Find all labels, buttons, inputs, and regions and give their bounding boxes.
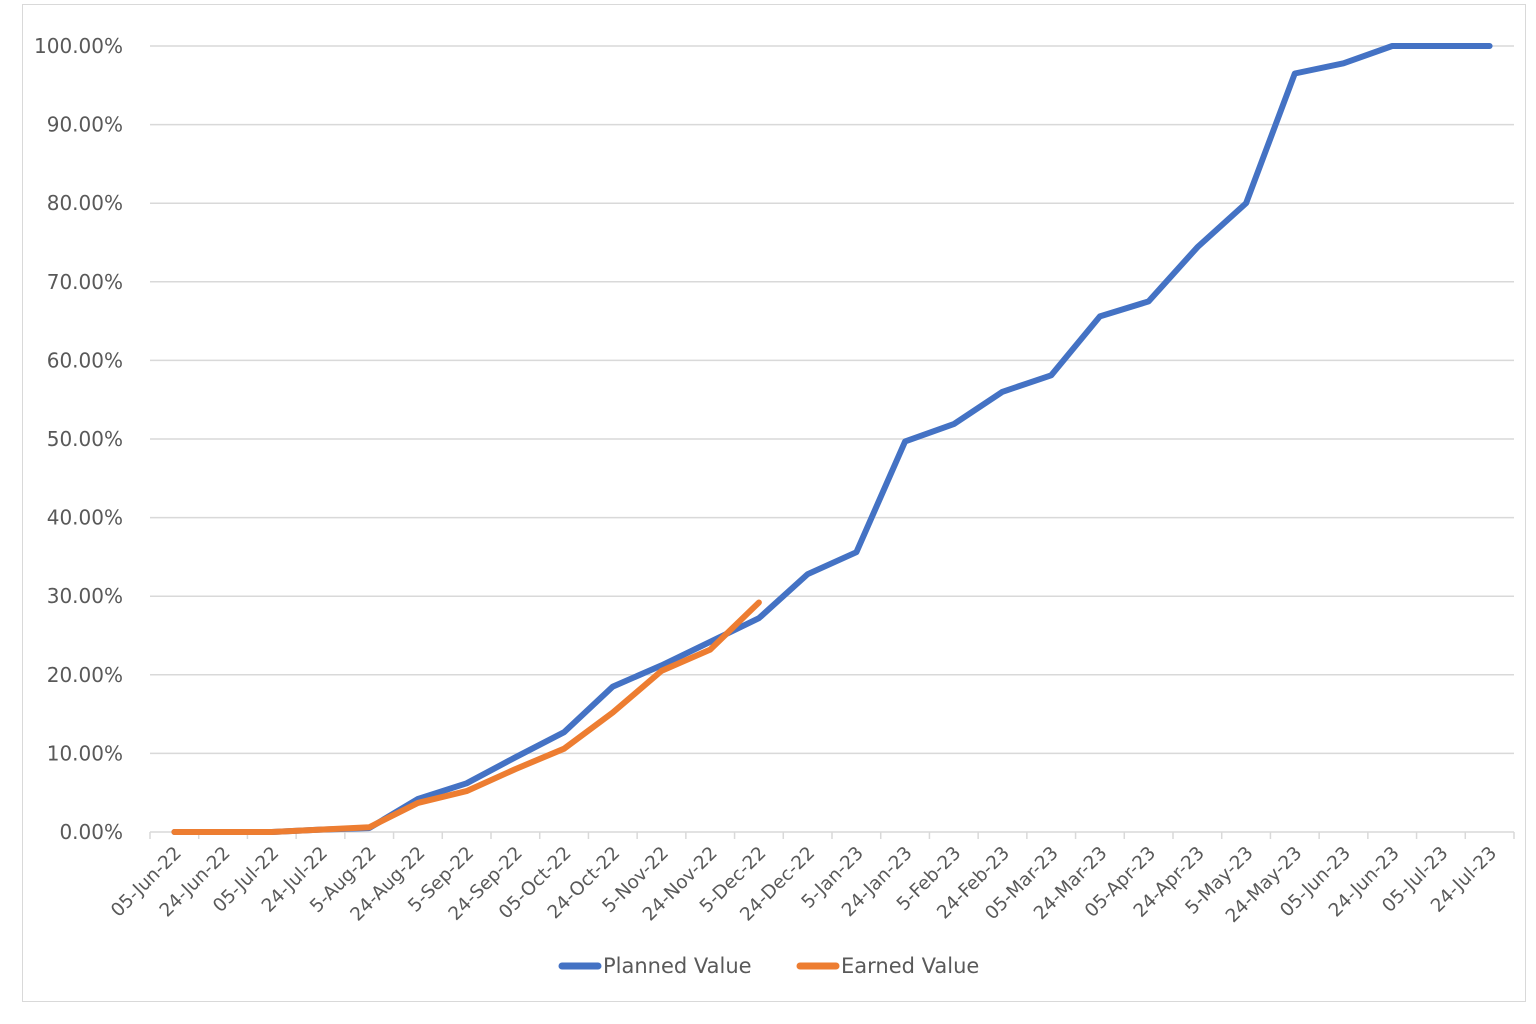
- y-axis: 0.00% 10.00% 20.00% 30.00% 40.00% 50.00% 60.00…: [34, 34, 123, 844]
- chart-frame: [22, 4, 1526, 1002]
- y-tick-label: 90.00%: [47, 113, 123, 137]
- y-tick-label: 60.00%: [47, 348, 123, 372]
- gridlines: [150, 45, 1514, 755]
- y-tick-label: 0.00%: [59, 820, 123, 844]
- y-tick-label: 100.00%: [34, 34, 123, 58]
- y-tick-label: 10.00%: [47, 741, 123, 765]
- y-tick-label: 70.00%: [47, 270, 123, 294]
- x-axis: 05-Jun-2224-Jun-2205-Jul-2224-Jul-225-Au…: [107, 831, 1515, 927]
- legend-label-planned: Planned Value: [603, 954, 752, 978]
- y-tick-label: 50.00%: [47, 427, 123, 451]
- legend: Planned Value Earned Value: [558, 954, 979, 978]
- y-tick-label: 20.00%: [47, 663, 123, 687]
- y-tick-label: 30.00%: [47, 584, 123, 608]
- y-tick-label: 40.00%: [47, 506, 123, 530]
- legend-label-earned: Earned Value: [841, 954, 979, 978]
- y-tick-label: 80.00%: [47, 191, 123, 215]
- series-lines: [171, 43, 1493, 835]
- series-line-earned-value: [171, 599, 762, 835]
